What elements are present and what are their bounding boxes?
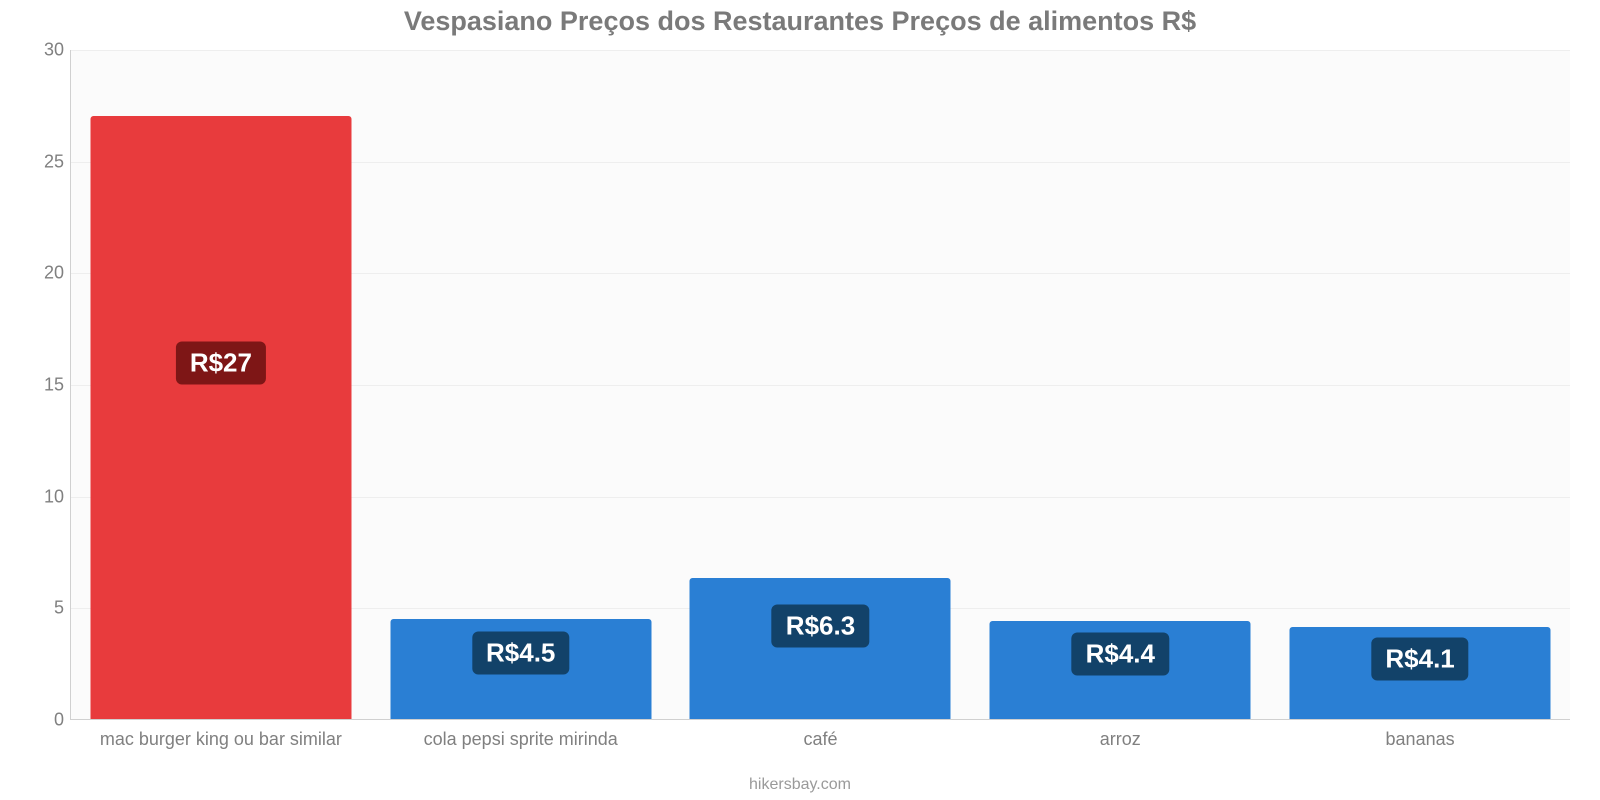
plot-area: R$27mac burger king ou bar similarR$4.5c… <box>70 50 1570 720</box>
bar-slot: R$27mac burger king ou bar similar <box>71 50 371 719</box>
y-tick-label: 30 <box>30 40 64 61</box>
value-badge: R$4.5 <box>472 632 569 675</box>
x-category-label: arroz <box>1100 729 1141 750</box>
bar-slot: R$4.5cola pepsi sprite mirinda <box>371 50 671 719</box>
bar <box>690 578 951 719</box>
value-badge: R$6.3 <box>772 605 869 648</box>
attribution-text: hikersbay.com <box>0 776 1600 794</box>
value-badge: R$4.4 <box>1072 633 1169 676</box>
y-tick-label: 20 <box>30 263 64 284</box>
bars-container: R$27mac burger king ou bar similarR$4.5c… <box>71 50 1570 719</box>
y-tick-label: 10 <box>30 486 64 507</box>
x-category-label: cola pepsi sprite mirinda <box>424 729 618 750</box>
bar-slot: R$4.1bananas <box>1270 50 1570 719</box>
chart-title: Vespasiano Preços dos Restaurantes Preço… <box>0 6 1600 37</box>
bar <box>90 116 351 719</box>
value-badge: R$27 <box>176 341 266 384</box>
bar-slot: R$4.4arroz <box>970 50 1270 719</box>
y-tick-label: 0 <box>30 710 64 731</box>
value-badge: R$4.1 <box>1371 637 1468 680</box>
bar-chart: Vespasiano Preços dos Restaurantes Preço… <box>0 0 1600 800</box>
x-category-label: café <box>803 729 837 750</box>
y-tick-label: 5 <box>30 598 64 619</box>
y-tick-label: 25 <box>30 151 64 172</box>
y-tick-label: 15 <box>30 375 64 396</box>
x-category-label: bananas <box>1386 729 1455 750</box>
bar-slot: R$6.3café <box>671 50 971 719</box>
x-category-label: mac burger king ou bar similar <box>100 729 342 750</box>
